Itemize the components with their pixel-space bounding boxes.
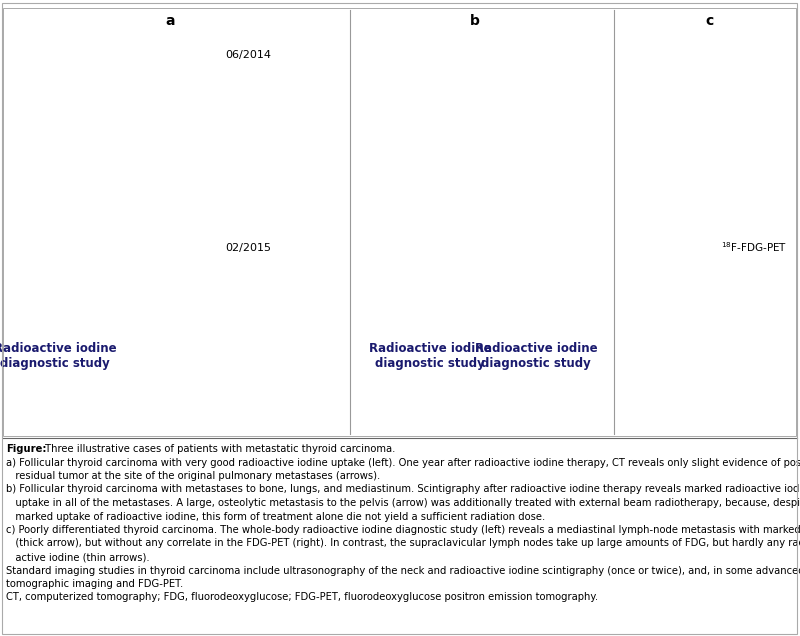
Text: CT, computerized tomography; FDG, fluorodeoxyglucose; FDG-PET, fluorodeoxyglucos: CT, computerized tomography; FDG, fluoro… bbox=[6, 593, 598, 602]
Text: Radioactive iodine
diagnostic study: Radioactive iodine diagnostic study bbox=[474, 342, 598, 370]
Text: tomographic imaging and FDG-PET.: tomographic imaging and FDG-PET. bbox=[6, 579, 183, 589]
Text: $^{18}$F-FDG-PET: $^{18}$F-FDG-PET bbox=[721, 240, 787, 254]
Text: Radioactive iodine
diagnostic study: Radioactive iodine diagnostic study bbox=[369, 342, 491, 370]
Text: b) Follicular thyroid carcinoma with metastases to bone, lungs, and mediastinum.: b) Follicular thyroid carcinoma with met… bbox=[6, 485, 800, 495]
Text: Radioactive iodine
diagnostic study: Radioactive iodine diagnostic study bbox=[0, 342, 116, 370]
Text: a: a bbox=[166, 14, 174, 28]
Text: a) Follicular thyroid carcinoma with very good radioactive iodine uptake (left).: a) Follicular thyroid carcinoma with ver… bbox=[6, 457, 800, 467]
Text: 06/2014: 06/2014 bbox=[225, 50, 271, 60]
Text: Standard imaging studies in thyroid carcinoma include ultrasonography of the nec: Standard imaging studies in thyroid carc… bbox=[6, 565, 800, 576]
Text: Three illustrative cases of patients with metastatic thyroid carcinoma.: Three illustrative cases of patients wit… bbox=[42, 444, 395, 454]
Text: (thick arrow), but without any correlate in the FDG-PET (right). In contrast, th: (thick arrow), but without any correlate… bbox=[6, 539, 800, 548]
Text: marked uptake of radioactive iodine, this form of treatment alone die not yield : marked uptake of radioactive iodine, thi… bbox=[6, 511, 546, 522]
Text: c: c bbox=[706, 14, 714, 28]
Text: uptake in all of the metastases. A large, osteolytic metastasis to the pelvis (a: uptake in all of the metastases. A large… bbox=[6, 498, 800, 508]
Text: residual tumor at the site of the original pulmonary metastases (arrows).: residual tumor at the site of the origin… bbox=[6, 471, 380, 481]
Text: 02/2015: 02/2015 bbox=[225, 243, 271, 253]
FancyBboxPatch shape bbox=[3, 8, 796, 436]
Text: Figure:: Figure: bbox=[6, 444, 46, 454]
Text: b: b bbox=[470, 14, 480, 28]
Text: c) Poorly differentiated thyroid carcinoma. The whole-body radioactive iodine di: c) Poorly differentiated thyroid carcino… bbox=[6, 525, 800, 535]
Text: active iodine (thin arrows).: active iodine (thin arrows). bbox=[6, 552, 150, 562]
